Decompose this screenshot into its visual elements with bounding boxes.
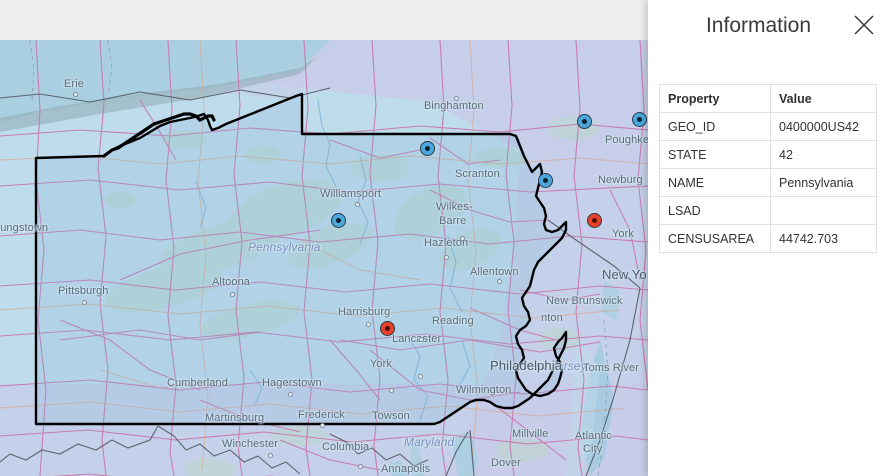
property-value: 42 — [770, 140, 877, 169]
city-dot — [454, 96, 459, 101]
table-row: GEO_ID 0400000US42 — [659, 112, 877, 141]
table-header-row: Property Value — [659, 84, 877, 113]
panel-title: Information — [705, 14, 812, 37]
map-viewport[interactable]: Pennsylvania New Jersey Maryland Erie Bi… — [0, 40, 648, 476]
panel-header: Information — [648, 0, 887, 58]
map-marker-blue[interactable] — [632, 112, 647, 127]
city-dot — [358, 464, 363, 469]
map-marker-blue[interactable] — [577, 114, 592, 129]
column-header-value: Value — [770, 84, 877, 113]
map-canvas[interactable]: Pennsylvania New Jersey Maryland Erie Bi… — [0, 40, 648, 476]
table-row: NAME Pennsylvania — [659, 168, 877, 197]
city-dot — [82, 300, 87, 305]
map-marker-blue[interactable] — [538, 173, 553, 188]
table-row: LSAD — [659, 196, 877, 225]
map-marker-red[interactable] — [380, 321, 395, 336]
map-basemap — [0, 40, 648, 476]
city-dot — [366, 322, 371, 327]
city-dot — [418, 374, 423, 379]
pennsylvania-highlight — [34, 92, 568, 426]
city-dot — [419, 337, 424, 342]
close-icon-glyph — [854, 15, 874, 35]
map-toolbar — [0, 0, 648, 40]
city-dot — [355, 202, 360, 207]
map-marker-blue[interactable] — [420, 141, 435, 156]
city-dot — [230, 292, 235, 297]
column-header-property: Property — [659, 84, 771, 113]
information-panel: Information Property Value GEO_ID 040000 — [648, 0, 887, 476]
property-name: CENSUSAREA — [659, 224, 771, 253]
city-dot — [460, 236, 465, 241]
city-dot — [73, 92, 78, 97]
property-value: 0400000US42 — [770, 112, 877, 141]
property-name: NAME — [659, 168, 771, 197]
property-name: LSAD — [659, 196, 771, 225]
map-marker-blue[interactable] — [331, 213, 346, 228]
city-dot — [288, 392, 293, 397]
feature-properties-table: Property Value GEO_ID 0400000US42 STATE … — [659, 84, 877, 253]
property-name: GEO_ID — [659, 112, 771, 141]
map-marker-red[interactable] — [587, 213, 602, 228]
city-dot — [268, 453, 273, 458]
city-dot — [320, 423, 325, 428]
city-dot — [389, 388, 394, 393]
table-row: STATE 42 — [659, 140, 877, 169]
property-value — [770, 196, 877, 225]
close-icon[interactable] — [847, 8, 881, 42]
city-dot — [444, 255, 449, 260]
property-value: Pennsylvania — [770, 168, 877, 197]
table-row: CENSUSAREA 44742.703 — [659, 224, 877, 253]
property-name: STATE — [659, 140, 771, 169]
property-value: 44742.703 — [770, 224, 877, 253]
table-body: GEO_ID 0400000US42 STATE 42 NAME Pennsyl… — [659, 112, 877, 253]
city-dot — [497, 279, 502, 284]
